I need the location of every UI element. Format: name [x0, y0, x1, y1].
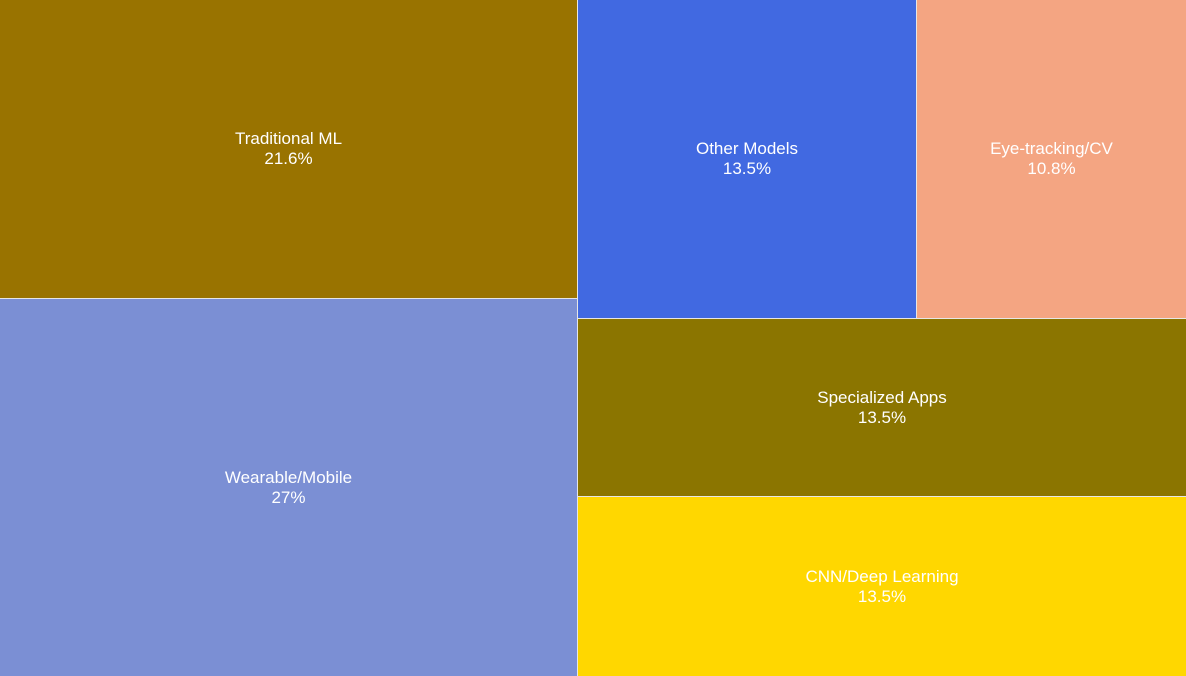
treemap-tile-name: Traditional ML — [234, 129, 343, 148]
treemap-tile-label: Wearable/Mobile 27% — [225, 468, 352, 508]
treemap-tile-value: 13.5% — [722, 159, 772, 178]
treemap-tile-traditional-ml: Traditional ML 21.6% — [0, 0, 577, 298]
treemap-tile-value: 13.5% — [857, 407, 907, 427]
treemap-tile-label: CNN/Deep Learning 13.5% — [805, 567, 958, 607]
treemap-tile-eye-tracking-cv: Eye-tracking/CV 10.8% — [917, 0, 1186, 318]
treemap-tile-cnn-deep-learning: CNN/Deep Learning 13.5% — [578, 497, 1186, 676]
treemap-tile-value: 10.8% — [1027, 159, 1076, 178]
treemap-tile-wearable-mobile: Wearable/Mobile 27% — [0, 299, 577, 676]
treemap-tile-name: Eye-tracking/CV — [990, 139, 1113, 158]
treemap-tile-name: Specialized Apps — [817, 387, 947, 407]
treemap-tile-value: 27% — [271, 487, 306, 507]
treemap-tile-name: CNN/Deep Learning — [805, 566, 959, 586]
treemap-tile-value: 13.5% — [857, 586, 907, 606]
treemap-tile-specialized-apps: Specialized Apps 13.5% — [578, 319, 1186, 496]
treemap-tile-name: Wearable/Mobile — [224, 467, 353, 487]
treemap-tile-label: Specialized Apps 13.5% — [817, 388, 946, 428]
treemap-tile-value: 21.6% — [264, 149, 313, 168]
treemap-tile-label: Eye-tracking/CV 10.8% — [990, 139, 1113, 179]
treemap-tile-label: Other Models 13.5% — [696, 139, 798, 179]
treemap-tile-label: Traditional ML 21.6% — [235, 129, 342, 169]
treemap-tile-other-models: Other Models 13.5% — [578, 0, 916, 318]
treemap-tile-name: Other Models — [695, 139, 799, 158]
